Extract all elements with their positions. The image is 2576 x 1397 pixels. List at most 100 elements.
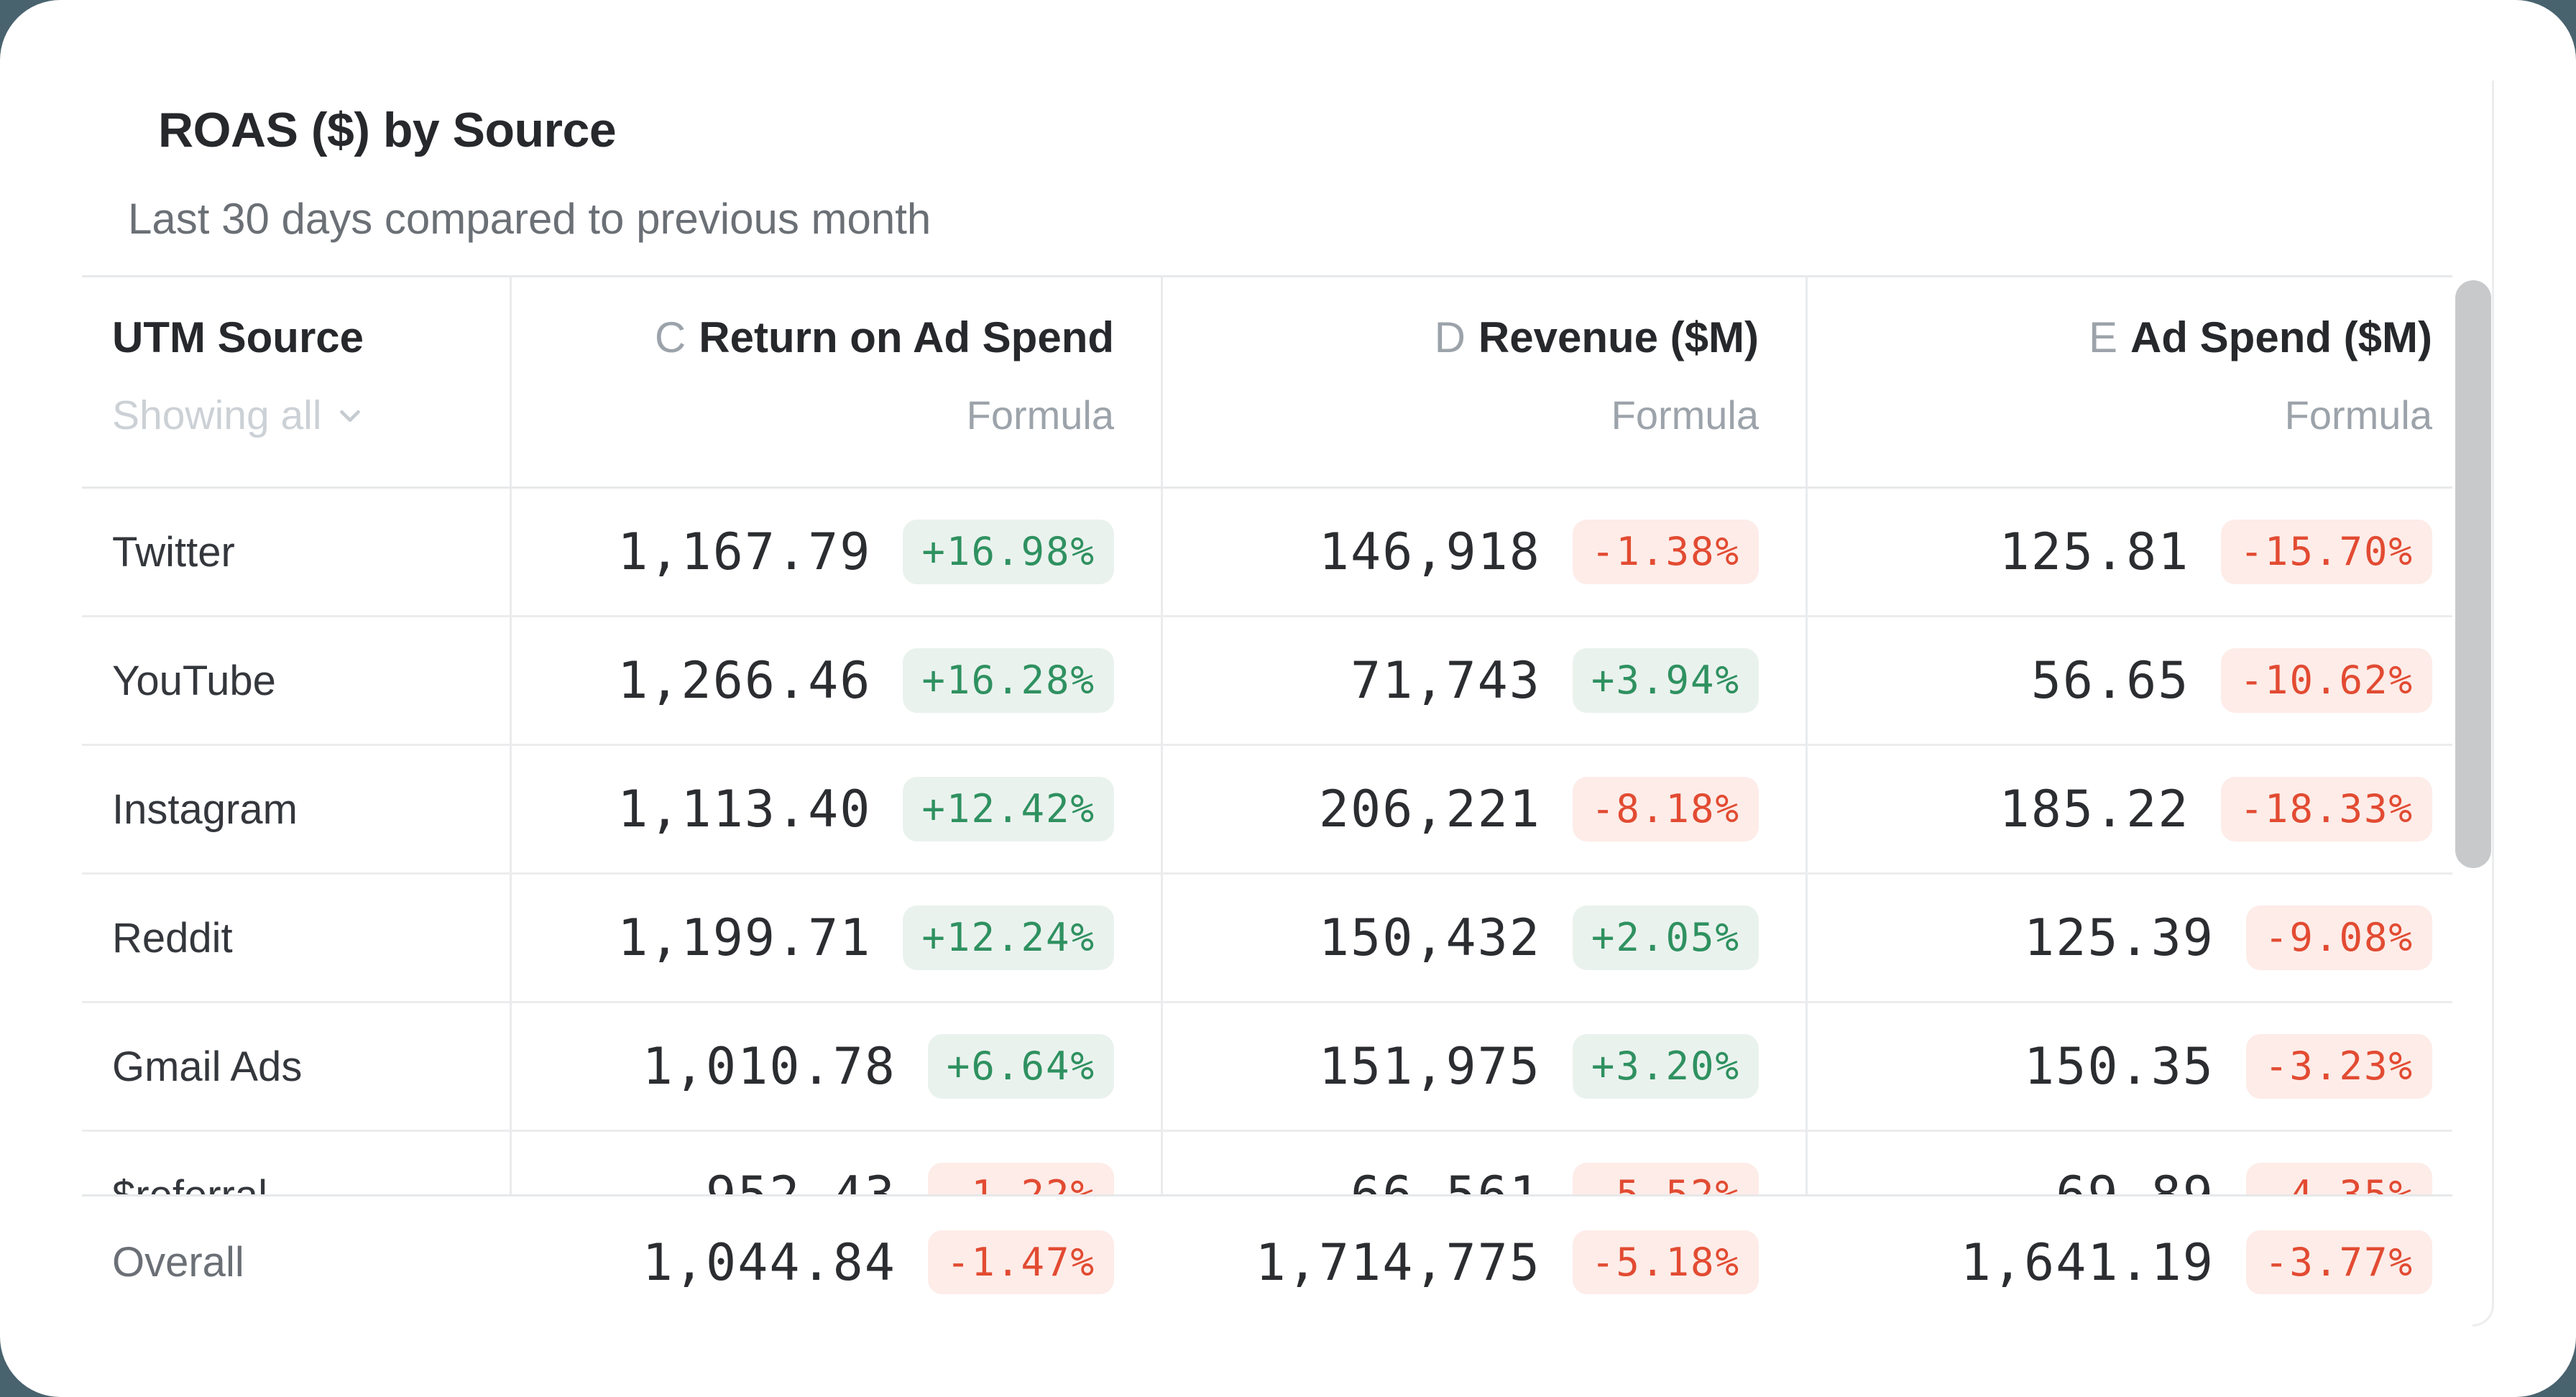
value-cell: 71,743 +3.94% xyxy=(1161,617,1806,744)
column-label: Revenue ($M) xyxy=(1478,313,1759,361)
value-cell: 146,918 -1.38% xyxy=(1161,489,1806,615)
column-letter: D xyxy=(1434,313,1466,361)
delta-badge: -8.18% xyxy=(1572,777,1759,842)
value-cell: 206,221 -8.18% xyxy=(1161,746,1806,872)
source-filter-dropdown[interactable]: Showing all xyxy=(112,394,367,437)
column-header-C: C Return on Ad Spend Formula xyxy=(510,277,1161,487)
vertical-scrollbar-thumb[interactable] xyxy=(2455,280,2491,868)
value-cell: 150,432 +2.05% xyxy=(1161,875,1806,1001)
delta-badge: -3.77% xyxy=(2245,1230,2432,1295)
value-cell: 1,641.19 -3.77% xyxy=(1806,1197,2452,1328)
delta-badge: -10.62% xyxy=(2221,648,2432,713)
delta-badge: -18.33% xyxy=(2221,777,2432,842)
source-filter-label: Showing all xyxy=(112,392,322,438)
table-header-row: UTM Source Showing all C Return on Ad Spe… xyxy=(82,277,2452,489)
delta-badge: +3.94% xyxy=(1572,648,1759,713)
cell-value: 125.81 xyxy=(1999,522,2190,581)
table-row: Instagram 1,113.40 +12.42% 206,221 -8.18% 185… xyxy=(82,746,2452,875)
value-cell: 150.35 -3.23% xyxy=(1806,1003,2452,1130)
cell-value: 56.65 xyxy=(2030,651,2190,710)
cell-value: 150.35 xyxy=(2024,1037,2214,1096)
value-cell: 1,010.78 +6.64% xyxy=(510,1003,1161,1130)
cell-value: 1,199.71 xyxy=(617,908,872,967)
row-source-label: $referral xyxy=(82,1171,510,1195)
widget-title: ROAS ($) by Source xyxy=(158,103,617,157)
value-cell: 69.89 -4.35% xyxy=(1806,1132,2452,1194)
row-source-label: Twitter xyxy=(112,528,235,576)
delta-badge: +16.28% xyxy=(903,648,1114,713)
value-cell: 125.81 -15.70% xyxy=(1806,489,2452,615)
value-cell: 151,975 +3.20% xyxy=(1161,1003,1806,1130)
cell-value: 66,561 xyxy=(1351,1166,1541,1194)
delta-badge: +12.24% xyxy=(903,905,1114,970)
column-label: Ad Spend ($M) xyxy=(2130,313,2432,361)
delta-badge: +16.98% xyxy=(903,520,1114,584)
delta-badge: -15.70% xyxy=(2221,520,2432,584)
table-body: Twitter 1,167.79 +16.98% 146,918 -1.38% 125.8… xyxy=(82,489,2452,1194)
column-header-D: D Revenue ($M) Formula xyxy=(1161,277,1806,487)
chevron-down-icon xyxy=(339,410,360,423)
delta-badge: -1.38% xyxy=(1572,520,1759,584)
widget-subtitle: Last 30 days compared to previous month xyxy=(128,195,932,243)
delta-badge: +12.42% xyxy=(903,777,1114,842)
cell-value: 185.22 xyxy=(1999,780,2190,839)
table-row: Reddit 1,199.71 +12.24% 150,432 +2.05% 125.39… xyxy=(82,875,2452,1003)
value-cell: 1,199.71 +12.24% xyxy=(510,875,1161,1001)
value-cell: 1,113.40 +12.42% xyxy=(510,746,1161,872)
cell-value: 151,975 xyxy=(1318,1037,1541,1096)
cell-value: 71,743 xyxy=(1351,651,1541,710)
column-sublabel: Formula xyxy=(966,392,1114,438)
column-sublabel: Formula xyxy=(1611,392,1759,438)
delta-badge: -1.47% xyxy=(927,1230,1114,1295)
value-cell: 56.65 -10.62% xyxy=(1806,617,2452,744)
value-cell: 1,044.84 -1.47% xyxy=(510,1197,1161,1328)
column-letter: C xyxy=(654,313,686,361)
column-label: Return on Ad Spend xyxy=(699,313,1114,361)
row-source-label: Gmail Ads xyxy=(112,1043,303,1090)
column-letter: E xyxy=(2088,313,2118,361)
table-row: YouTube 1,266.46 +16.28% 71,743 +3.94% 56.65-… xyxy=(82,617,2452,746)
delta-badge: +6.64% xyxy=(927,1034,1114,1099)
value-cell: 1,714,775 -5.18% xyxy=(1161,1197,1806,1328)
delta-badge: -3.23% xyxy=(2245,1034,2432,1099)
source-column-header-cell: UTM Source Showing all xyxy=(82,277,510,487)
cell-value: 146,918 xyxy=(1318,522,1541,581)
value-cell: 1,167.79 +16.98% xyxy=(510,489,1161,615)
footer-source-label: Overall xyxy=(112,1239,244,1286)
column-header-line: C Return on Ad Spend xyxy=(655,315,1114,361)
delta-badge: -5.18% xyxy=(1572,1230,1759,1295)
cell-value: 69.89 xyxy=(2056,1166,2214,1194)
row-source-label: YouTube xyxy=(112,657,276,704)
cell-value: 150,432 xyxy=(1318,908,1541,967)
column-header-line: D Revenue ($M) xyxy=(1435,315,1759,361)
cell-value: 1,044.84 xyxy=(642,1232,896,1292)
delta-badge: +3.20% xyxy=(1572,1034,1759,1099)
delta-badge: -1.22% xyxy=(927,1163,1114,1194)
cell-value: 1,010.78 xyxy=(642,1037,896,1096)
table-row: $referral 952.43 -1.22% 66,561 -5.52% 69.89 -4… xyxy=(82,1132,2452,1194)
delta-badge: +2.05% xyxy=(1572,905,1759,970)
table-scroll-area[interactable]: UTM Source Showing all C Return on Ad Spe… xyxy=(82,275,2452,1194)
value-cell: 1,266.46 +16.28% xyxy=(510,617,1161,744)
delta-badge: -9.08% xyxy=(2245,905,2432,970)
cell-value: 1,714,775 xyxy=(1255,1232,1541,1292)
table-row: Twitter 1,167.79 +16.98% 146,918 -1.38% 125.8… xyxy=(82,489,2452,617)
value-cell: 952.43 -1.22% xyxy=(510,1132,1161,1194)
column-sublabel: Formula xyxy=(2284,392,2432,438)
column-header-line: E Ad Spend ($M) xyxy=(2089,315,2432,361)
column-header-E: E Ad Spend ($M) Formula xyxy=(1806,277,2452,487)
delta-badge: -5.52% xyxy=(1572,1163,1759,1194)
table-footer-row: Overall 1,044.84 -1.47% 1,714,775 -5.18% 1,6… xyxy=(82,1194,2452,1328)
cell-value: 952.43 xyxy=(706,1166,896,1194)
cell-value: 206,221 xyxy=(1318,780,1541,839)
value-cell: 66,561 -5.52% xyxy=(1161,1132,1806,1194)
cell-value: 1,641.19 xyxy=(1960,1232,2214,1292)
value-cell: 125.39 -9.08% xyxy=(1806,875,2452,1001)
cell-value: 1,167.79 xyxy=(617,522,872,581)
row-source-label: Reddit xyxy=(112,914,233,962)
row-source-label: Instagram xyxy=(112,785,298,833)
cell-value: 125.39 xyxy=(2024,908,2214,967)
source-column-header: UTM Source xyxy=(112,313,364,361)
